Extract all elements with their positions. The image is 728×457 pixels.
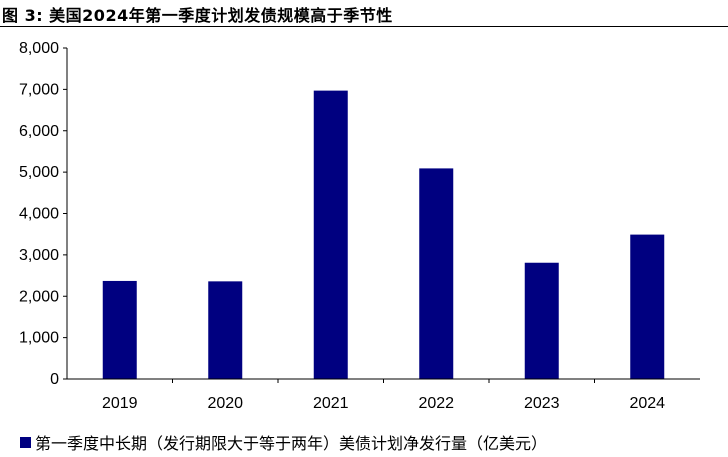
x-tick-label: 2022: [418, 395, 454, 412]
legend-label: 第一季度中长期（发行期限大于等于两年）美债计划净发行量（亿美元）: [35, 434, 548, 453]
x-tick-label: 2024: [629, 395, 665, 412]
legend-swatch: [20, 436, 31, 448]
figure-title: 图 3: 美国2024年第一季度计划发债规模高于季节性: [2, 6, 393, 25]
y-tick-label: 1,000: [19, 330, 59, 347]
bar-2021: [313, 90, 348, 380]
y-tick-label: 7,000: [19, 81, 59, 98]
bar-2023: [524, 262, 559, 379]
y-axis-ticks: 0 1,000 2,000 3,000 4,000 5,000 6,000 7,000 8,00…: [19, 40, 67, 388]
bar-2024: [630, 234, 665, 379]
x-tick-label: 2019: [102, 395, 138, 412]
bars: [102, 90, 665, 380]
x-tick-label: 2020: [207, 395, 243, 412]
x-axis-labels: 2019 2020 2021 2022 2023 2024: [102, 379, 665, 412]
y-tick-label: 2,000: [19, 288, 59, 305]
bar-2022: [419, 168, 454, 379]
y-tick-label: 8,000: [19, 40, 59, 57]
y-tick-label: 6,000: [19, 123, 59, 140]
y-tick-label: 4,000: [19, 206, 59, 223]
x-tick-label: 2023: [524, 395, 560, 412]
y-tick-label: 3,000: [19, 247, 59, 264]
y-tick-label: 5,000: [19, 164, 59, 181]
bar-2019: [102, 280, 137, 379]
title-divider: [0, 26, 728, 27]
y-tick-label: 0: [50, 371, 59, 388]
bar-2020: [208, 281, 243, 379]
legend: 第一季度中长期（发行期限大于等于两年）美债计划净发行量（亿美元）: [20, 430, 547, 454]
x-tick-label: 2021: [313, 395, 349, 412]
